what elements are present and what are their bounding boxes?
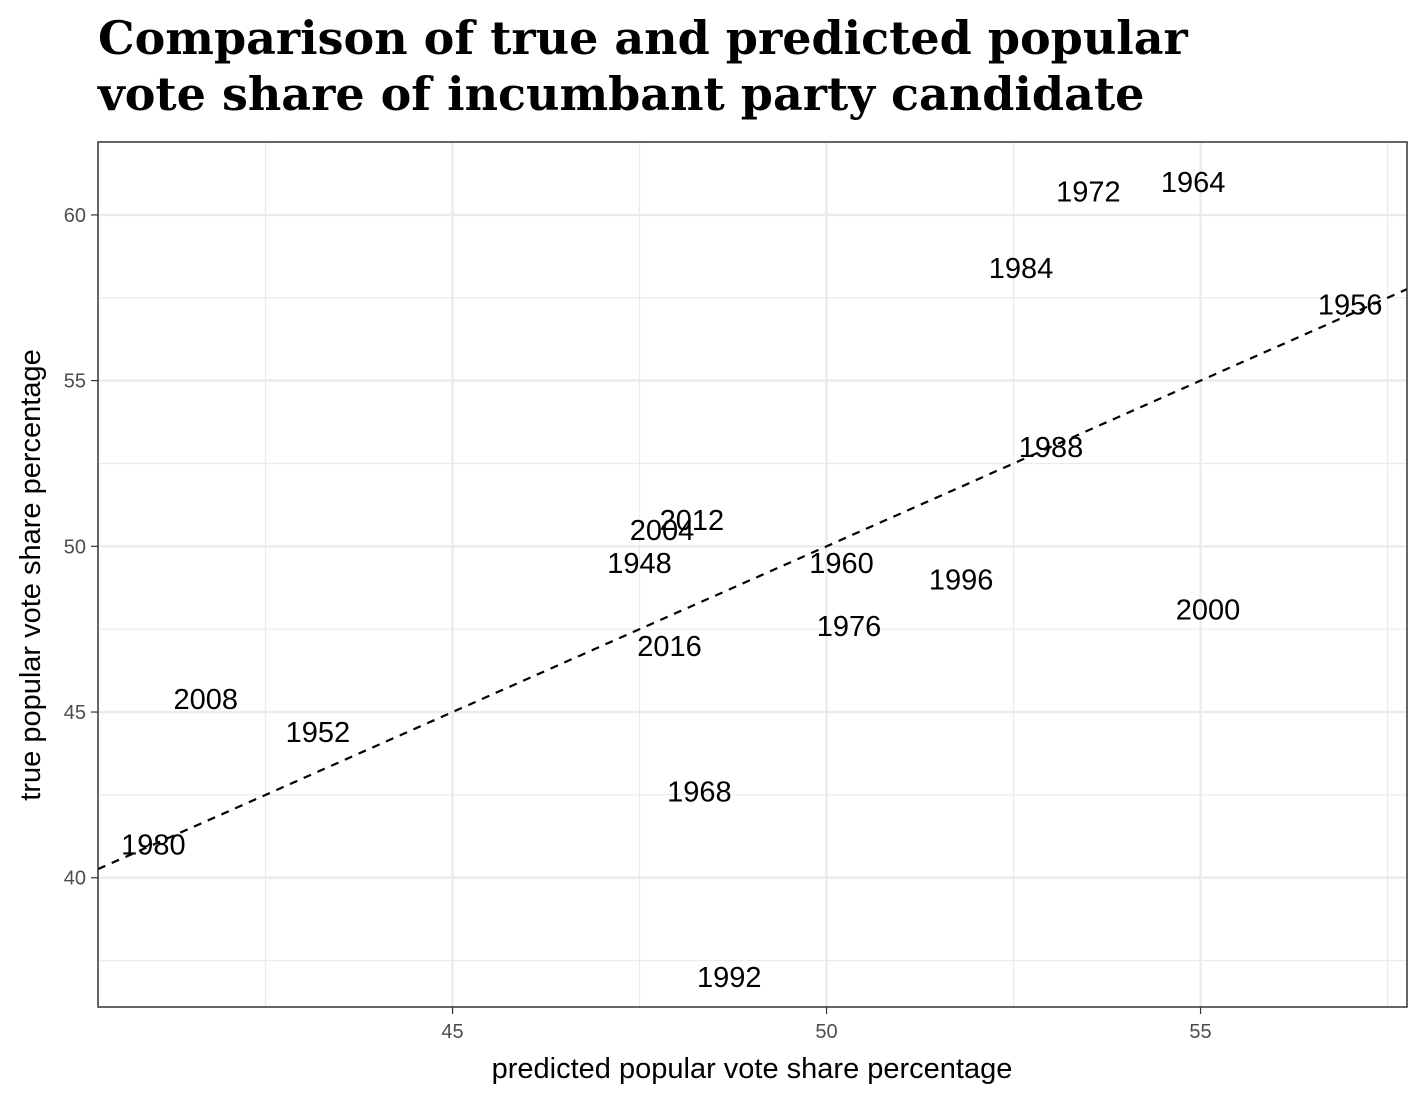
grid-lines [98,142,1407,1007]
point-label-1980: 1980 [121,830,186,862]
point-label-2004: 2004 [630,515,695,547]
chart-title-line-2: vote share of incumbant party candidate [97,67,1144,121]
point-label-1984: 1984 [989,253,1054,285]
y-tick-label: 40 [64,868,86,890]
point-label-1960: 1960 [809,548,874,580]
point-label-1992: 1992 [697,962,762,994]
axis-ticks: 45 50 55 40 45 50 55 60 [64,205,1212,1043]
point-label-2012: 2012 [660,505,725,537]
y-tick-label: 45 [64,702,86,724]
point-label-1968: 1968 [667,777,732,809]
x-tick-label: 50 [815,1021,837,1043]
point-label-1948: 1948 [607,548,672,580]
x-tick-label: 55 [1189,1021,1211,1043]
reference-line-layer [97,288,1408,871]
y-tick-label: 50 [64,536,86,558]
point-label-1988: 1988 [1019,432,1084,464]
point-label-1976: 1976 [817,611,882,643]
y-tick-label: 55 [64,371,86,393]
point-label-1952: 1952 [286,717,351,749]
point-label-2008: 2008 [173,684,238,716]
point-label-1996: 1996 [929,564,994,596]
point-label-1972: 1972 [1056,177,1121,209]
x-axis-label: predicted popular vote share percentage [492,1053,1013,1085]
point-label-1964: 1964 [1161,167,1226,199]
x-tick-label: 45 [441,1021,463,1043]
point-label-2016: 2016 [637,631,702,663]
y-axis-label: true popular vote share percentage [15,349,47,800]
reference-line [97,288,1408,871]
y-tick-label: 60 [64,205,86,227]
point-label-1956: 1956 [1318,289,1383,321]
plot-panel-border [97,141,1408,1008]
point-label-2000: 2000 [1176,594,1241,626]
chart-title-line-1: Comparison of true and predicted popular [98,11,1189,65]
